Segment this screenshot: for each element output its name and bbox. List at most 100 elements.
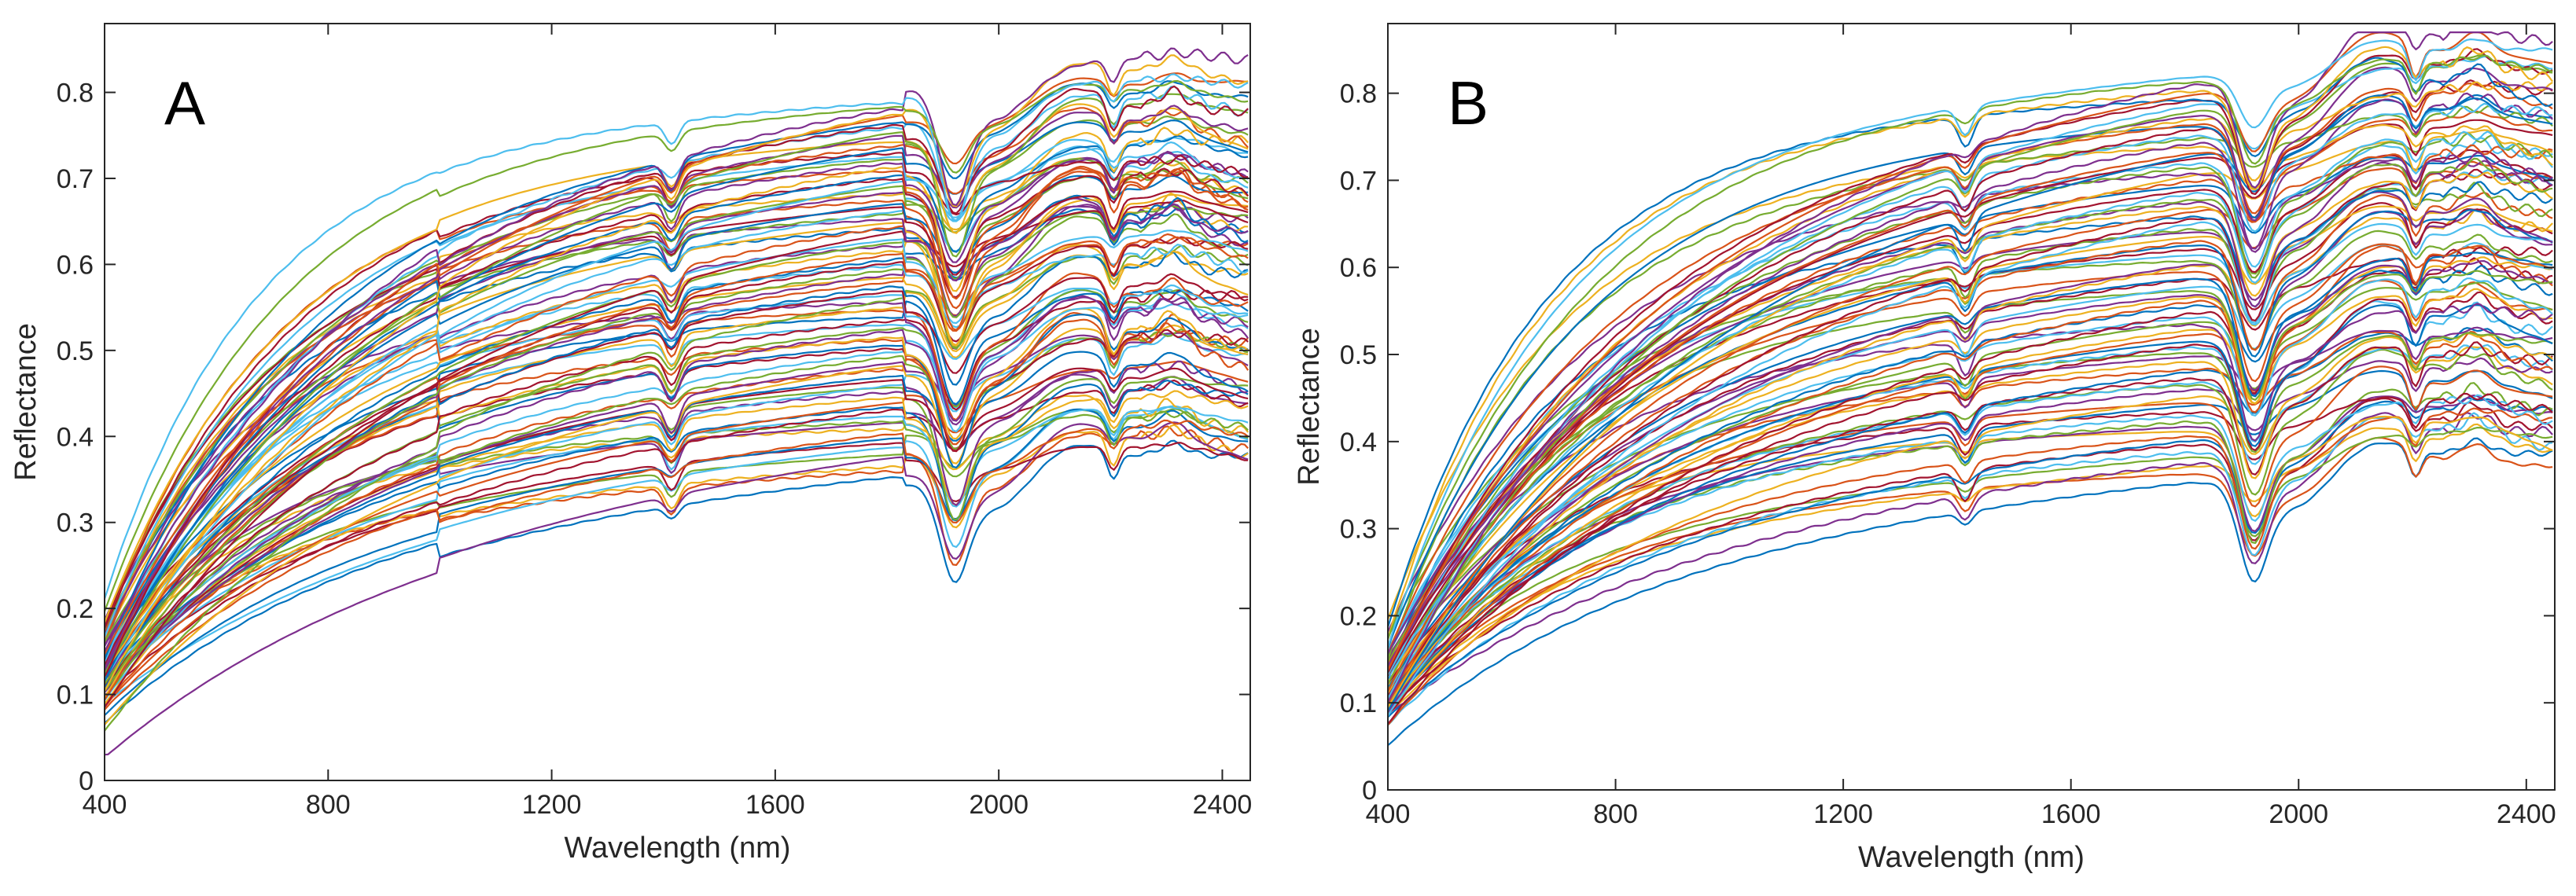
spectrum-line — [105, 244, 1249, 670]
spectrum-line — [105, 273, 1249, 645]
spectrum-line — [105, 47, 1249, 652]
panel-label: B — [1448, 68, 1489, 138]
spectrum-line — [105, 127, 1249, 676]
spectrum-line — [1388, 168, 2553, 697]
spectrum-line — [1388, 281, 2553, 701]
series-lines — [1388, 31, 2553, 747]
spectrum-line — [105, 137, 1249, 681]
spectrum-line — [1388, 208, 2553, 680]
spectrum-line — [1388, 277, 2553, 692]
spectrum-line — [105, 93, 1249, 675]
spectrum-line — [105, 284, 1249, 667]
y-tick-label: 0.8 — [1340, 79, 1377, 109]
spectrum-line — [1388, 57, 2553, 628]
spectrum-line — [105, 390, 1249, 705]
spectrum-line — [105, 230, 1249, 659]
y-tick-label: 0.1 — [57, 681, 94, 711]
spectrum-line — [105, 233, 1249, 671]
spectrum-line — [105, 312, 1249, 707]
spectrum-line — [105, 351, 1249, 687]
x-tick-label: 1200 — [522, 790, 582, 820]
spectrum-line — [1388, 124, 2553, 620]
spectrum-line — [1388, 38, 2553, 648]
x-tick-label: 400 — [1366, 799, 1411, 829]
spectrum-line — [105, 379, 1249, 696]
spectrum-line — [1388, 427, 2553, 704]
y-tick-label: 0.2 — [1340, 601, 1377, 631]
spectrum-line — [1388, 437, 2553, 747]
spectrum-line — [105, 199, 1249, 708]
spectrum-line — [1388, 423, 2553, 714]
spectrum-line — [105, 272, 1249, 631]
axes-box — [104, 23, 1251, 781]
y-tick-label: 0.4 — [1340, 428, 1377, 457]
y-axis-title: Reflectance — [9, 323, 42, 481]
spectrum-line — [105, 72, 1249, 655]
spectrum-line — [105, 288, 1249, 686]
spectrum-line — [1388, 160, 2553, 700]
panel-label: A — [164, 68, 205, 138]
spectrum-line — [105, 134, 1249, 682]
spectrum-line — [105, 54, 1249, 692]
x-tick-label: 1200 — [1813, 799, 1873, 829]
spectrum-line — [1388, 119, 2553, 677]
y-tick-label: 0.1 — [1340, 689, 1377, 718]
x-tick-label: 2400 — [2497, 799, 2556, 829]
spectrum-line — [1388, 357, 2553, 700]
spectrum-line — [1388, 31, 2553, 703]
x-tick-label: 2000 — [2269, 799, 2328, 829]
y-tick-label: 0.3 — [57, 509, 94, 538]
spectrum-line — [105, 288, 1249, 661]
spectrum-line — [1388, 204, 2553, 684]
spectrum-line — [105, 419, 1249, 711]
spectrum-line — [105, 439, 1249, 724]
y-tick-label: 0.7 — [57, 164, 94, 194]
x-tick-label: 1600 — [2041, 799, 2101, 829]
spectrum-line — [1388, 252, 2553, 689]
spectrum-line — [1388, 132, 2553, 665]
spectrum-line — [105, 373, 1249, 672]
spectrum-line — [105, 318, 1249, 679]
spectrum-line — [105, 236, 1249, 674]
chart-panel-a: 400 800 1200 1600 2000 2400 0 0.1 0.2 0.3 0.4 0.5 0.… — [9, 23, 1252, 865]
spectrum-line — [105, 367, 1249, 692]
spectrum-line — [105, 107, 1249, 672]
spectrum-line — [1388, 66, 2553, 655]
spectrum-line — [105, 442, 1249, 680]
spectrum-line — [105, 244, 1249, 732]
spectrum-line — [1388, 144, 2553, 692]
y-tick-label: 0 — [79, 766, 94, 796]
y-tick-label: 0 — [1362, 776, 1377, 806]
spectrum-line — [1388, 348, 2553, 701]
spectrum-line — [1388, 244, 2553, 699]
spectrum-line — [105, 201, 1249, 647]
y-tick-label: 0.6 — [57, 250, 94, 280]
spectrum-line — [1388, 327, 2553, 713]
spectrum-line — [1388, 291, 2553, 715]
spectrum-line — [105, 119, 1249, 655]
spectrum-line — [1388, 304, 2553, 698]
y-tick-label: 0.8 — [57, 79, 94, 108]
y-axis-title: Reflectance — [1293, 328, 1326, 486]
spectrum-line — [105, 361, 1249, 707]
x-tick-label: 2000 — [969, 790, 1029, 820]
x-axis-title: Wavelength (nm) — [1858, 841, 2085, 874]
x-tick-label: 400 — [83, 790, 127, 820]
series-lines — [105, 47, 1249, 756]
spectrum-line — [1388, 54, 2553, 640]
axes-box — [1387, 23, 2556, 791]
spectrum-line — [1388, 137, 2553, 678]
spectrum-line — [105, 207, 1249, 689]
spectrum-line — [105, 395, 1249, 678]
spectrum-line — [1388, 246, 2553, 707]
spectrum-line — [105, 194, 1249, 637]
x-tick-label: 800 — [306, 790, 351, 820]
spectrum-line — [105, 158, 1249, 643]
spectrum-line — [1388, 94, 2553, 712]
spectrum-line — [1388, 407, 2553, 726]
x-axis-title: Wavelength (nm) — [565, 832, 791, 865]
chart-panel-b: 400 800 1200 1600 2000 2400 0 0.1 0.2 0.3 0.4 0.5 0.… — [1293, 23, 2556, 874]
spectrum-line — [1388, 397, 2553, 710]
